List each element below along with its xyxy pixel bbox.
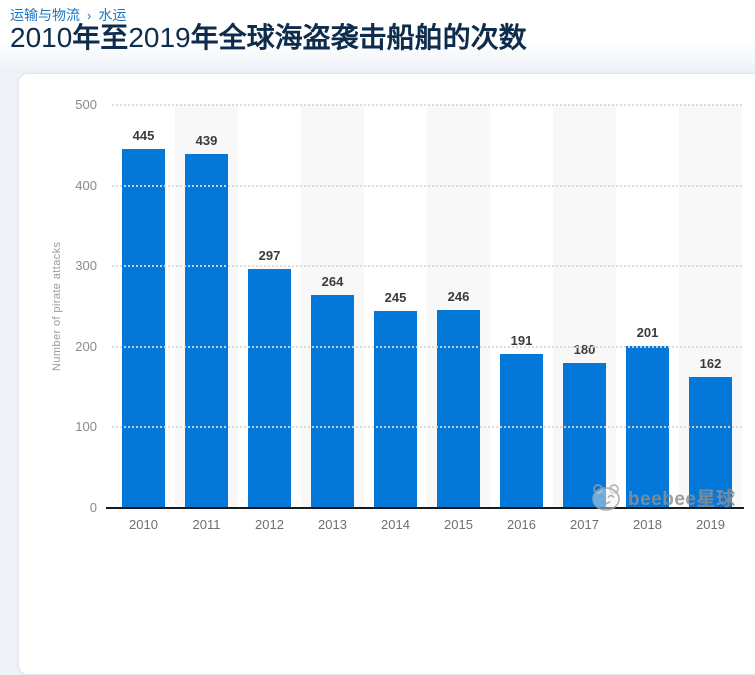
breadcrumb-link-transport-logistics[interactable]: 运输与物流 — [10, 7, 80, 23]
bar-column: 439 2011 — [175, 105, 238, 532]
x-tick-label: 2012 — [255, 517, 284, 532]
y-tick-label: 300 — [75, 258, 97, 274]
breadcrumb: 运输与物流 › 水运 — [10, 6, 126, 25]
bar-value-label: 264 — [321, 274, 344, 290]
breadcrumb-link-water-transport[interactable]: 水运 — [98, 7, 127, 23]
y-tick-label: 500 — [75, 97, 97, 112]
bar-rect[interactable] — [374, 310, 417, 508]
bar-rect[interactable] — [689, 377, 732, 508]
grid-line — [112, 104, 742, 106]
bar-value-label: 191 — [510, 333, 533, 349]
bar-rect[interactable] — [248, 268, 291, 508]
title-segment: 2019 — [128, 22, 191, 53]
bar-rect[interactable] — [437, 309, 480, 508]
bar-value-label: 245 — [384, 289, 407, 305]
x-tick-label: 2017 — [570, 517, 599, 532]
bar-column: 245 2014 — [364, 105, 427, 532]
x-tick-label: 2011 — [192, 517, 221, 532]
y-tick-label: 400 — [75, 177, 97, 193]
breadcrumb-separator: › — [87, 8, 92, 23]
y-tick-label: 200 — [75, 338, 97, 354]
x-tick-label: 2013 — [318, 517, 347, 532]
x-tick-label: 2019 — [696, 517, 725, 532]
bar-value-label: 180 — [573, 341, 596, 357]
bar-value-label: 162 — [699, 356, 722, 372]
y-tick-label: 100 — [75, 419, 97, 435]
bar-column: 445 2010 — [112, 105, 175, 532]
bar-value-label: 246 — [447, 288, 470, 304]
chart-card: Number of pirate attacks 445 2010 439 2011 2… — [18, 73, 755, 675]
bar-column: 191 2016 — [490, 105, 553, 532]
bar-column: 297 2012 — [238, 105, 301, 532]
grid-line — [112, 426, 742, 429]
bar-column: 246 2015 — [427, 105, 490, 532]
x-tick-label: 2010 — [129, 517, 158, 532]
bar-value-label: 297 — [258, 247, 281, 263]
y-axis-title: Number of pirate attacks — [51, 241, 63, 372]
grid-line — [112, 184, 742, 187]
bar-rect[interactable] — [185, 154, 228, 508]
title-segment: 年至 — [72, 22, 129, 53]
y-tick-label: 0 — [89, 500, 97, 515]
title-segment: 2010 — [10, 22, 73, 53]
bar-rect[interactable] — [122, 149, 165, 508]
x-tick-label: 2015 — [444, 517, 473, 532]
bar-rect[interactable] — [563, 362, 606, 508]
bar-rect[interactable] — [500, 354, 543, 508]
page-header: 运输与物流 › 水运 2010年至2019年全球海盗袭击船舶的次数 — [0, 0, 755, 73]
bar-column: 201 2018 — [616, 105, 679, 532]
bar-column: 264 2013 — [301, 105, 364, 532]
x-axis-line — [106, 507, 744, 509]
x-tick-label: 2016 — [507, 517, 536, 532]
bar-column: 162 2019 — [679, 105, 742, 532]
x-tick-label: 2018 — [633, 517, 662, 532]
grid-line — [112, 265, 742, 268]
bar-value-label: 439 — [195, 133, 218, 149]
page-title: 2010年至2019年全球海盗袭击船舶的次数 — [10, 22, 527, 54]
bar-rect[interactable] — [311, 295, 354, 508]
bar-chart-plot-area: 445 2010 439 2011 297 2012 264 2013 245 2014 246 20… — [112, 105, 742, 532]
bar-value-label: 201 — [636, 325, 659, 340]
title-segment: 年全球海盗袭击船舶的次数 — [190, 22, 527, 53]
x-tick-label: 2014 — [381, 517, 410, 532]
bar-column: 180 2017 — [553, 105, 616, 532]
bar-value-label: 445 — [132, 128, 155, 144]
grid-line — [112, 345, 742, 348]
